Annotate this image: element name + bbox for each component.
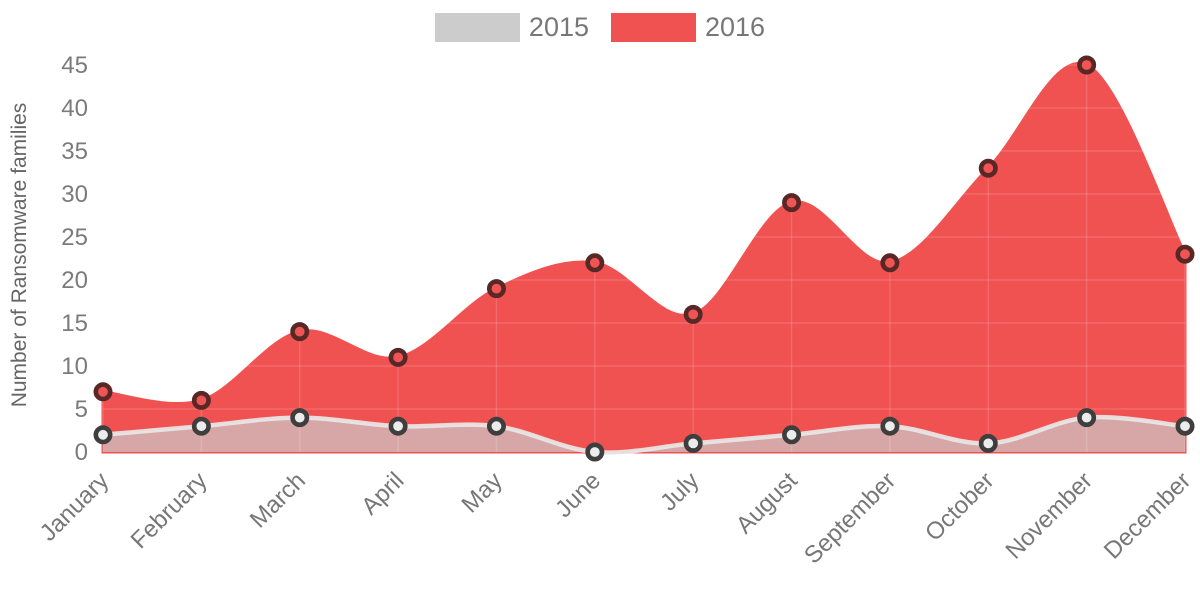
y-tick-label: 40 — [61, 95, 88, 122]
x-tick-label-february: February — [126, 467, 213, 554]
x-tick-label-december: December — [1099, 467, 1196, 564]
x-tick-label-june: June — [550, 467, 606, 523]
legend: 2015 2016 — [0, 13, 1200, 42]
x-tick-label-march: March — [245, 467, 311, 533]
legend-label-2015: 2015 — [528, 12, 589, 42]
x-tick-label-october: October — [920, 467, 999, 546]
x-tick-label-september: September — [799, 467, 901, 569]
y-tick-label: 15 — [61, 310, 88, 337]
x-tick-label-november: November — [1000, 467, 1097, 564]
x-tick-label-april: April — [356, 467, 409, 520]
marker-2015-november[interactable] — [1077, 408, 1097, 428]
y-tick-label: 25 — [61, 224, 88, 251]
legend-item-2016[interactable]: 2016 — [611, 13, 765, 42]
x-tick-label-may: May — [457, 467, 508, 518]
y-axis-title: Number of Ransomware families — [8, 102, 31, 408]
marker-2016-december[interactable] — [1175, 244, 1195, 264]
area-2016 — [101, 61, 1187, 454]
marker-2015-july[interactable] — [683, 433, 703, 453]
y-tick-label: 35 — [61, 138, 88, 165]
y-tick-label: 10 — [61, 353, 88, 380]
marker-2015-april[interactable] — [388, 416, 408, 436]
legend-item-2015[interactable]: 2015 — [434, 12, 589, 42]
marker-2016-april[interactable] — [388, 347, 408, 367]
x-tick-label-july: July — [655, 467, 704, 516]
legend-label-2016: 2016 — [705, 12, 766, 42]
marker-2015-january[interactable] — [93, 425, 113, 445]
marker-2016-august[interactable] — [782, 193, 802, 213]
marker-2015-october[interactable] — [978, 433, 998, 453]
y-tick-label: 0 — [75, 439, 88, 466]
marker-2016-november[interactable] — [1077, 55, 1097, 75]
marker-2016-march[interactable] — [290, 322, 310, 342]
marker-2015-august[interactable] — [782, 425, 802, 445]
legend-swatch-2015 — [434, 13, 520, 42]
marker-2016-june[interactable] — [585, 253, 605, 273]
marker-2015-march[interactable] — [290, 408, 310, 428]
y-tick-label: 30 — [61, 181, 88, 208]
y-tick-label: 45 — [61, 52, 88, 79]
marker-2015-september[interactable] — [880, 416, 900, 436]
marker-2015-december[interactable] — [1175, 416, 1195, 436]
y-tick-label: 5 — [75, 396, 88, 423]
marker-2015-february[interactable] — [191, 416, 211, 436]
x-tick-label-january: January — [35, 467, 114, 546]
marker-2016-october[interactable] — [978, 158, 998, 178]
legend-swatch-2016 — [611, 13, 696, 42]
marker-2015-june[interactable] — [585, 442, 605, 462]
marker-2016-january[interactable] — [93, 382, 113, 402]
marker-2016-may[interactable] — [486, 279, 506, 299]
marker-2016-july[interactable] — [683, 304, 703, 324]
marker-2016-february[interactable] — [191, 390, 211, 410]
marker-2016-september[interactable] — [880, 253, 900, 273]
marker-2015-may[interactable] — [486, 416, 506, 436]
y-tick-label: 20 — [61, 267, 88, 294]
x-tick-label-august: August — [731, 467, 803, 539]
